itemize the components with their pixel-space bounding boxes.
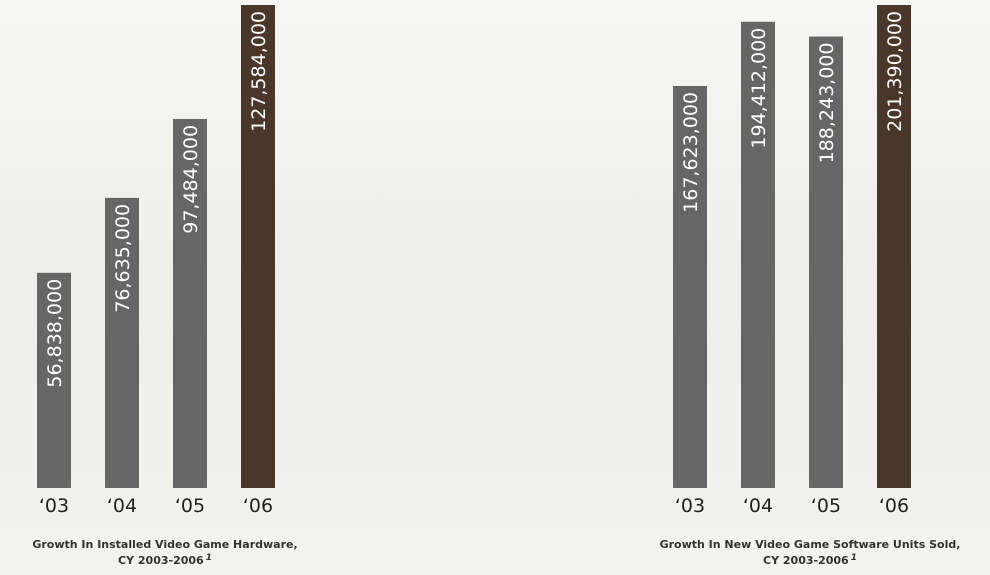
x-tick-label: ‘05 bbox=[175, 495, 205, 517]
bar bbox=[877, 5, 911, 488]
bar bbox=[673, 85, 707, 488]
caption-title: Growth In New Video Game Software Units … bbox=[660, 538, 961, 551]
x-tick-label: ‘03 bbox=[675, 495, 705, 517]
subtitle-text: CY 2003-2006 bbox=[763, 554, 849, 567]
value-label: 127,584,000 bbox=[248, 11, 270, 132]
value-label: 194,412,000 bbox=[748, 28, 770, 149]
bar bbox=[241, 5, 275, 488]
footnote-mark: 1 bbox=[851, 553, 857, 563]
value-label: 56,838,000 bbox=[44, 279, 66, 388]
bar bbox=[37, 272, 71, 488]
subtitle-text: CY 2003-2006 bbox=[118, 554, 204, 567]
caption-subtitle: CY 2003-2006 1 bbox=[118, 553, 212, 567]
caption-title: Growth In Installed Video Game Hardware, bbox=[32, 538, 297, 551]
value-label: 201,390,000 bbox=[884, 11, 906, 132]
value-label: 76,635,000 bbox=[112, 204, 134, 313]
caption-subtitle: CY 2003-2006 1 bbox=[763, 553, 857, 567]
bar bbox=[173, 118, 207, 488]
value-label: 97,484,000 bbox=[180, 125, 202, 234]
bar bbox=[809, 36, 843, 489]
x-tick-label: ‘05 bbox=[811, 495, 841, 517]
bar bbox=[105, 197, 139, 488]
footnote-mark: 1 bbox=[206, 553, 212, 563]
x-tick-label: ‘04 bbox=[107, 495, 137, 517]
x-tick-label: ‘06 bbox=[243, 495, 273, 517]
value-label: 188,243,000 bbox=[816, 43, 838, 164]
x-tick-label: ‘03 bbox=[39, 495, 69, 517]
x-tick-label: ‘04 bbox=[743, 495, 773, 517]
x-tick-label: ‘06 bbox=[879, 495, 909, 517]
bar bbox=[741, 21, 775, 488]
value-label: 167,623,000 bbox=[680, 92, 702, 213]
